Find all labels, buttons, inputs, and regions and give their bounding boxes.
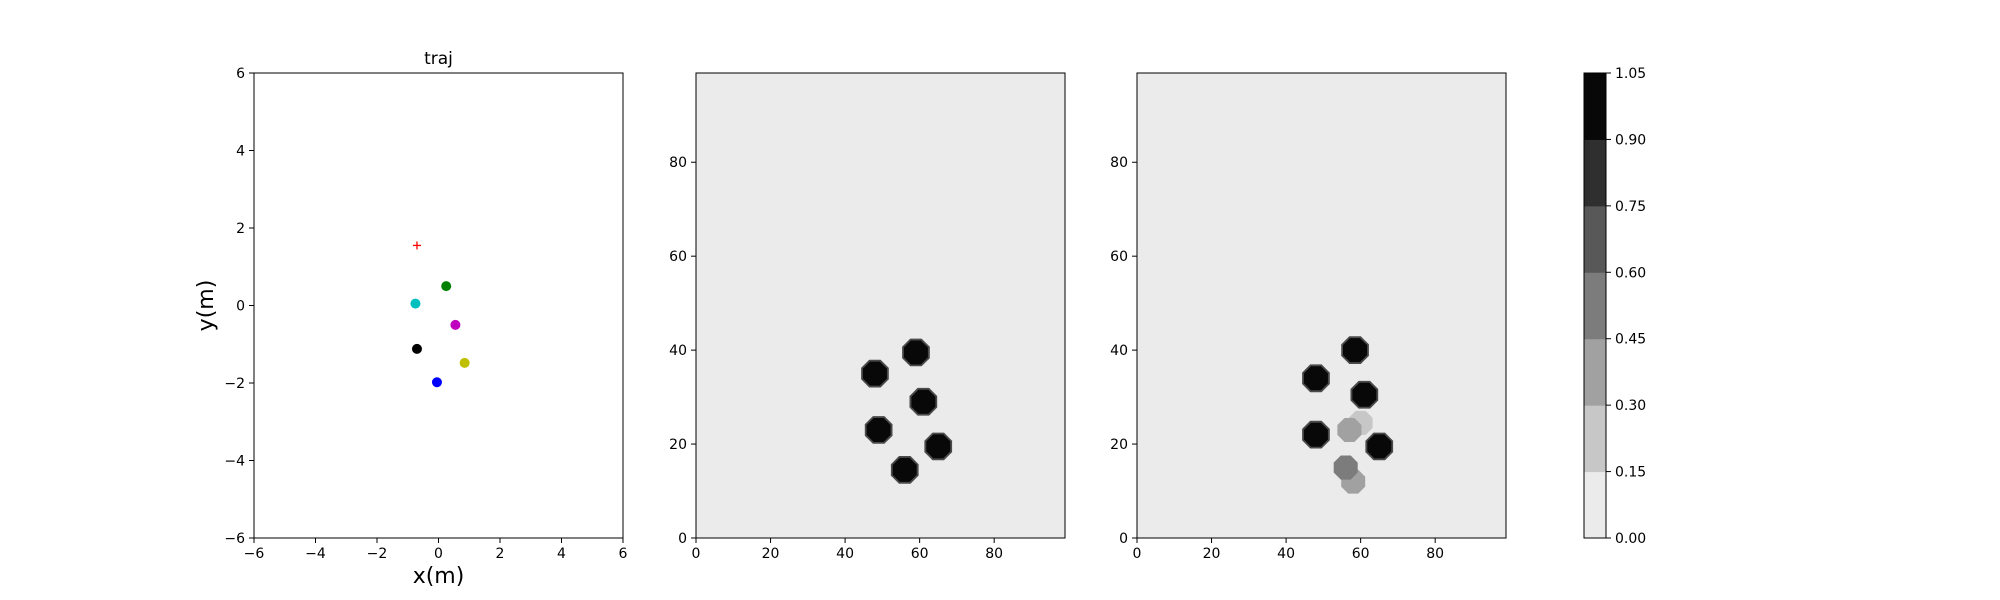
obstacle-blob-0 [1303,366,1328,391]
x-tick-label: −4 [305,546,326,562]
colorbar-tick-label: 0.90 [1615,132,1646,148]
obstacle-blob-0 [862,361,887,386]
y-tick-label: 40 [669,343,687,359]
colorbar-tick-label: 0.60 [1615,265,1646,281]
y-tick-label: 4 [236,144,245,160]
colorbar-frame [1583,72,1607,539]
colorbar-tick-label: 0.15 [1615,465,1646,481]
obstacle-blob-4 [1367,434,1392,459]
plot-frame [253,72,624,539]
colorbar-segment-2 [1584,338,1606,406]
x-tick-label: 80 [985,546,1003,562]
x-tick-label: 80 [1426,546,1444,562]
y-tick-label: 0 [678,531,687,547]
predicted-map: 0 20 40 60 80 0 20 40 60 80 [1110,72,1507,562]
x-tick-label: 0 [1133,546,1142,562]
x-tick-label: 40 [1277,546,1295,562]
y-axis-title: y(m) [194,280,219,332]
obstacle-blob-1 [903,340,928,365]
map-background [696,73,1065,538]
y-tick-label: 20 [669,437,687,453]
y-tick-label: 0 [1119,531,1128,547]
obstacle-blob-5 [892,457,917,482]
x-tick-label: 60 [1352,546,1370,562]
obstacle-blob-5 [1333,455,1358,480]
y-tick-label: 6 [236,66,245,82]
colorbar-segment-6 [1584,73,1606,140]
trajectory-plot: −6 −4 −2 0 2 4 6 −6 −4 −2 0 2 4 6 traj x(m) y(m) [194,49,628,589]
colorbar-tick-label: 0.45 [1615,332,1646,348]
y-tick-label: 60 [1110,249,1128,265]
y-tick-label: 80 [669,155,687,171]
x-tick-label: 6 [619,546,628,562]
colorbar-tick-label: 0.75 [1615,199,1646,215]
map-background [1137,73,1506,538]
x-tick-label: 4 [557,546,566,562]
colorbar-segment-0 [1584,471,1606,539]
agent-point-5 [431,377,442,388]
colorbar-tick-label: 0.30 [1615,398,1646,414]
plot-title: traj [424,49,453,69]
obstacle-blob-2 [1352,382,1377,407]
y-tick-label: 40 [1110,343,1128,359]
obstacle-blob-3 [866,418,891,442]
y-tick-label: 80 [1110,155,1128,171]
y-tick-label: −4 [224,454,245,470]
y-tick-label: 60 [669,249,687,265]
x-tick-label: 20 [762,546,780,562]
y-tick-label: −6 [224,531,245,547]
x-axis-title: x(m) [413,564,465,589]
goal-marker [412,241,421,250]
obstacle-blob-4 [926,434,951,459]
agent-point-1 [410,298,421,309]
ground-truth-map: 0 20 40 60 80 0 20 40 60 80 [669,72,1066,562]
x-tick-label: 60 [911,546,929,562]
agent-point-2 [450,319,461,330]
x-tick-label: 2 [496,546,505,562]
y-tick-label: 2 [236,221,245,237]
plot-frame [695,72,1066,539]
obstacle-blob-1 [1343,338,1368,363]
obstacle-blob-3 [1303,422,1328,447]
y-tick-label: −2 [224,376,245,392]
agent-point-0 [441,281,452,292]
colorbar-segment-3 [1584,272,1606,340]
agent-point-3 [411,343,422,354]
x-tick-label: −2 [367,546,388,562]
x-tick-label: 0 [692,546,701,562]
y-tick-label: 0 [236,299,245,315]
obstacle-blob-2 [911,389,936,414]
obstacle-blob-7 [1337,418,1362,442]
colorbar-segment-1 [1584,405,1606,473]
y-tick-label: 20 [1110,437,1128,453]
x-tick-label: −6 [244,546,265,562]
colorbar-tick-label: 1.05 [1615,66,1646,82]
colorbar-tick-label: 0.00 [1615,531,1646,547]
colorbar-segment-5 [1584,139,1606,207]
x-tick-label: 0 [434,546,443,562]
x-tick-label: 20 [1203,546,1221,562]
plot-frame [1136,72,1507,539]
agent-point-4 [459,357,470,368]
colorbar: 0.00 0.15 0.30 0.45 0.60 0.75 0.90 1.05 [1583,66,1646,547]
colorbar-segment-4 [1584,205,1606,273]
x-tick-label: 40 [836,546,854,562]
